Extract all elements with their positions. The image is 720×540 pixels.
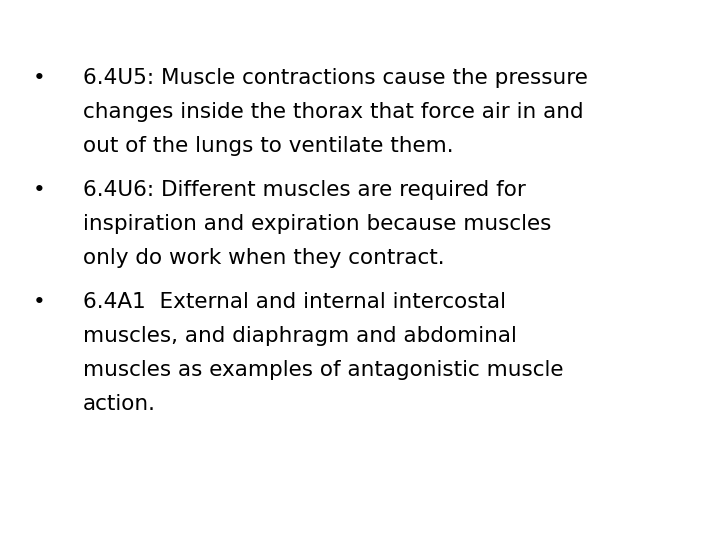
Text: muscles as examples of antagonistic muscle: muscles as examples of antagonistic musc… bbox=[83, 360, 563, 380]
Text: 6.4A1  External and internal intercostal: 6.4A1 External and internal intercostal bbox=[83, 292, 505, 312]
Text: out of the lungs to ventilate them.: out of the lungs to ventilate them. bbox=[83, 136, 454, 156]
Text: 6.4U5: Muscle contractions cause the pressure: 6.4U5: Muscle contractions cause the pre… bbox=[83, 68, 588, 88]
Text: inspiration and expiration because muscles: inspiration and expiration because muscl… bbox=[83, 214, 552, 234]
Text: •: • bbox=[32, 292, 45, 312]
Text: only do work when they contract.: only do work when they contract. bbox=[83, 248, 444, 268]
Text: action.: action. bbox=[83, 394, 156, 414]
Text: 6.4U6: Different muscles are required for: 6.4U6: Different muscles are required fo… bbox=[83, 180, 526, 200]
Text: •: • bbox=[32, 180, 45, 200]
Text: changes inside the thorax that force air in and: changes inside the thorax that force air… bbox=[83, 102, 583, 122]
Text: muscles, and diaphragm and abdominal: muscles, and diaphragm and abdominal bbox=[83, 326, 517, 346]
Text: •: • bbox=[32, 68, 45, 88]
